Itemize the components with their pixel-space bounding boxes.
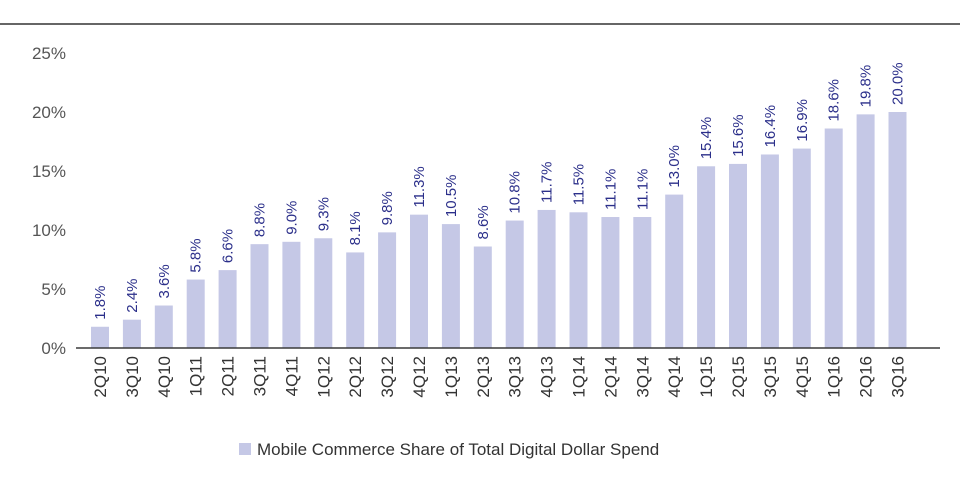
bar [537,209,556,348]
data-label: 10.8% [507,171,524,214]
bar [601,217,620,348]
x-axis: 2Q10 3Q10 4Q10 1Q11 2Q11 3Q11 4Q11 1Q12 2Q12 3Q12… [91,356,908,398]
bar [218,270,237,348]
x-tick-label: 3Q16 [889,356,908,398]
data-label: 1.8% [92,286,109,320]
bar-series: 1.8% 2.4% 3.6% 5.8% 6.6% 8.8% 9.0% 9.3% 8.1% 9.8%… [91,62,907,348]
data-label: 8.6% [475,205,492,239]
data-label: 19.8% [858,65,875,108]
data-label: 18.6% [826,79,843,122]
data-label: 6.6% [220,229,237,263]
bar [888,112,907,348]
y-tick-label: 0% [41,339,66,358]
bar [569,212,588,348]
data-label: 5.8% [188,238,205,272]
data-label: 16.4% [762,105,779,148]
y-tick-label: 25% [32,44,66,63]
bar [856,114,875,348]
bar [186,279,205,348]
bar [505,220,524,348]
data-label: 11.1% [634,169,651,210]
data-label: 11.1% [602,169,619,210]
bar [122,319,141,348]
data-label: 9.8% [379,191,396,225]
bar [154,305,173,348]
bar [665,194,684,348]
data-label: 16.9% [794,99,811,142]
legend: Mobile Commerce Share of Total Digital D… [239,440,659,459]
bar [697,166,716,348]
data-label: 11.3% [411,166,428,207]
x-tick-label: 4Q10 [155,356,174,398]
bar [473,246,492,348]
y-tick-label: 5% [41,280,66,299]
x-tick-label: 3Q13 [506,356,525,398]
bar [760,154,779,348]
data-label: 20.0% [890,62,907,105]
data-label: 11.7% [539,162,556,203]
bar [792,148,811,348]
y-tick-label: 20% [32,103,66,122]
x-tick-label: 1Q11 [187,356,206,396]
x-tick-label: 3Q12 [378,356,397,398]
bar [729,163,747,348]
bar [91,326,109,348]
x-tick-label: 1Q13 [442,356,461,398]
bar [346,252,365,348]
bar [250,244,269,348]
bar [378,232,397,348]
x-tick-label: 4Q13 [538,356,557,398]
x-tick-label: 3Q14 [633,356,652,398]
x-tick-label: 4Q11 [282,356,301,396]
x-tick-label: 2Q14 [601,356,620,398]
x-tick-label: 3Q11 [251,356,270,396]
data-label: 8.8% [252,203,269,237]
x-tick-label: 1Q14 [570,356,589,398]
x-tick-label: 1Q16 [825,356,844,398]
data-label: 11.5% [571,164,588,205]
y-axis: 0% 5% 10% 15% 20% 25% [32,44,66,358]
data-label: 9.0% [283,201,300,235]
x-tick-label: 4Q12 [410,356,429,398]
data-label: 15.6% [730,114,747,157]
bar [314,238,333,348]
x-tick-label: 2Q13 [474,356,493,398]
data-label: 10.5% [443,175,460,218]
x-tick-label: 4Q15 [793,356,812,398]
bar [824,128,843,348]
data-label: 13.0% [666,145,683,188]
x-tick-label: 3Q10 [123,356,142,398]
x-tick-label: 2Q11 [219,356,238,396]
bar [410,214,428,348]
bar [441,224,460,348]
x-tick-label: 2Q12 [346,356,365,398]
legend-swatch [239,443,251,455]
x-tick-label: 2Q16 [857,356,876,398]
data-label: 3.6% [156,264,173,298]
x-tick-label: 4Q14 [665,356,684,398]
data-label: 9.3% [315,197,332,231]
x-tick-label: 2Q10 [91,356,110,398]
data-label: 2.4% [124,278,141,312]
x-tick-label: 2Q15 [729,356,748,398]
bar [282,241,301,348]
y-tick-label: 10% [32,221,66,240]
bar [633,217,652,348]
data-label: 15.4% [698,117,715,160]
x-tick-label: 1Q15 [697,356,716,398]
legend-label: Mobile Commerce Share of Total Digital D… [257,440,659,459]
data-label: 8.1% [347,211,364,245]
y-tick-label: 15% [32,162,66,181]
x-tick-label: 1Q12 [314,356,333,398]
x-tick-label: 3Q15 [761,356,780,398]
